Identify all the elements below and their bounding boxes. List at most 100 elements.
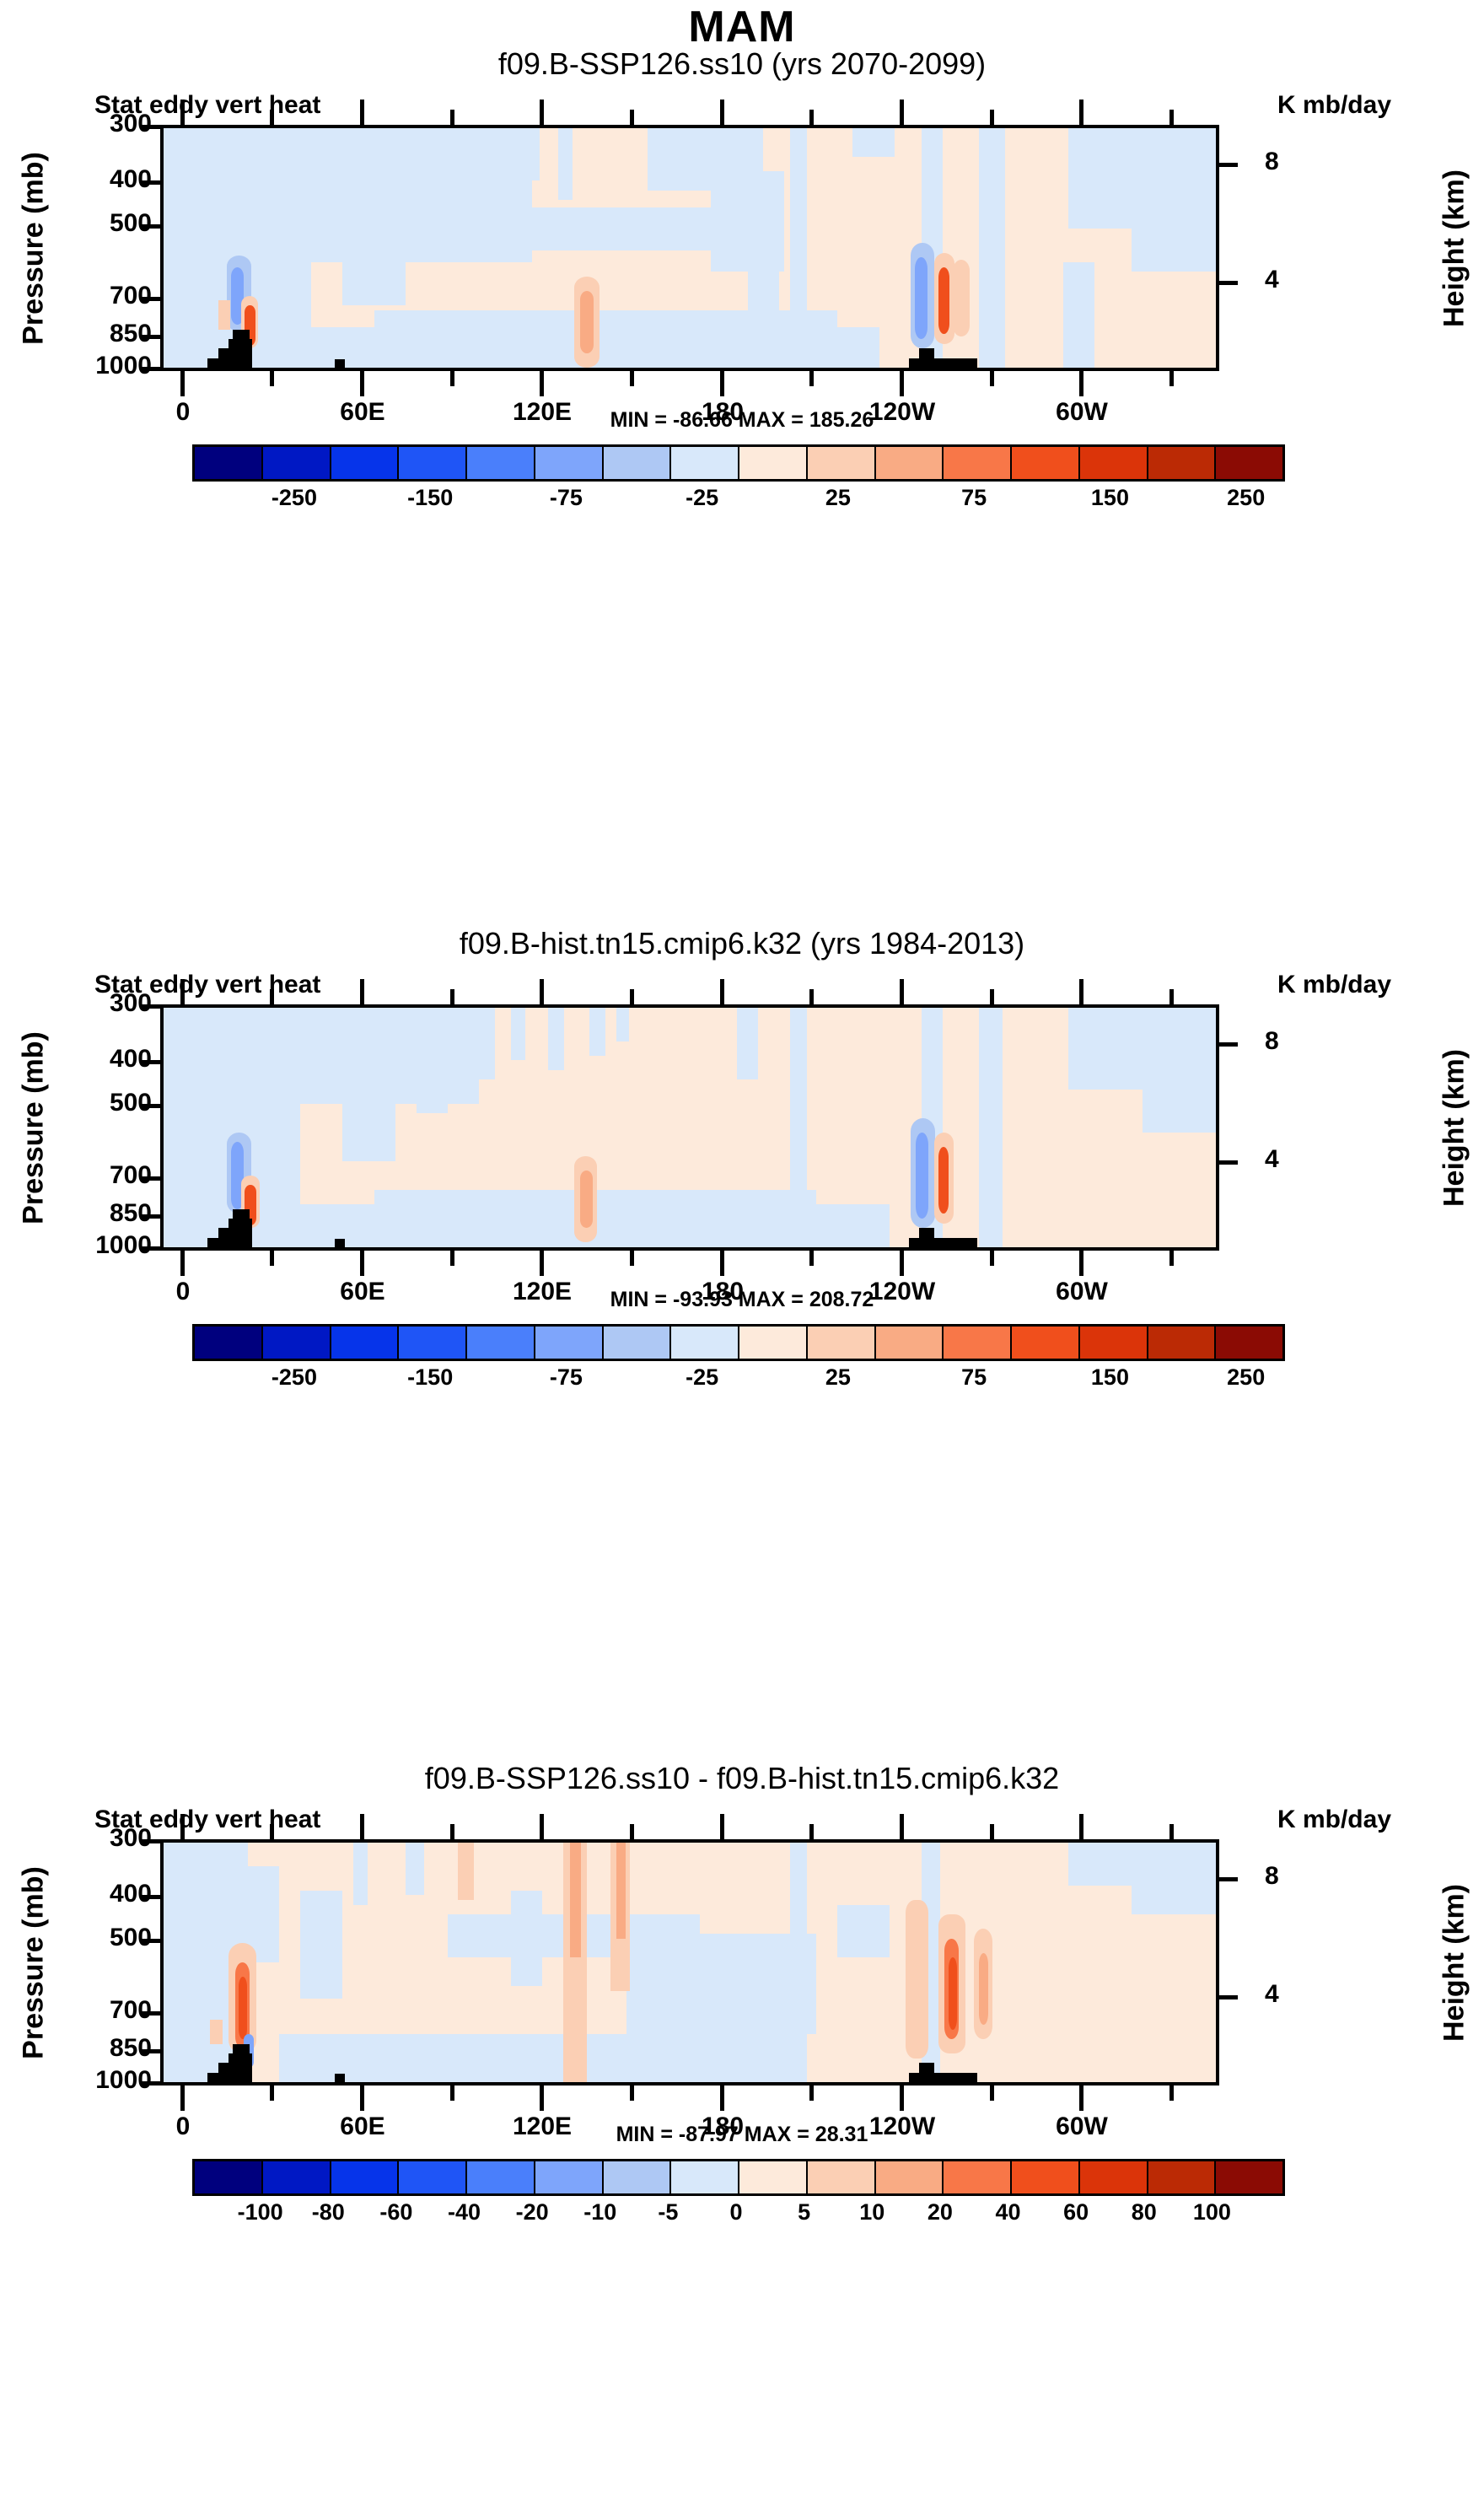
xtick-mark-bot (360, 371, 364, 396)
panel-3-colorbar[interactable] (192, 2159, 1285, 2196)
colorbar-label: 40 (995, 2199, 1021, 2225)
colorbar-cell-8 (739, 447, 808, 479)
colorbar-cell-9 (807, 1327, 876, 1359)
panel-2-ytick-700: 700 (109, 1161, 152, 1189)
panel-3-units-label: K mb/day (1277, 1806, 1391, 1833)
terrain-mask (335, 359, 345, 368)
panel-2-colorbar[interactable] (192, 1324, 1285, 1361)
xtick-mark-top-minor (1169, 989, 1174, 1004)
colorbar-cell-13 (1079, 1327, 1148, 1359)
panel-2-plot-area[interactable] (160, 1004, 1219, 1251)
colorbar-cell-5 (535, 1327, 604, 1359)
colorbar-label: 75 (961, 485, 987, 510)
panel-3-rytick-4: 4 (1265, 1980, 1279, 2008)
panel-2-xtick-120E: 120E (512, 1278, 573, 1305)
xtick-mark-bot-minor (809, 1251, 814, 1266)
panel-2-ytick-850: 850 (109, 1199, 152, 1227)
terrain-mask (233, 2043, 250, 2082)
colorbar-label: -100 (237, 2199, 283, 2225)
ytick-mark (142, 335, 162, 339)
colorbar-label: -5 (658, 2199, 679, 2225)
panel-1-xtick-180: 180 (701, 398, 745, 426)
colorbar-label: 0 (729, 2199, 743, 2225)
colorbar-label: -150 (407, 1364, 454, 1390)
xtick-mark-top-minor (1169, 1824, 1174, 1839)
panel-3-rytick-8: 8 (1265, 1862, 1279, 1890)
panel-2-contour-field (164, 1008, 1216, 1247)
xtick-mark-bot-minor (270, 371, 274, 386)
colorbar-cell-14 (1148, 1327, 1217, 1359)
panel-2-xtick-120W: 120W (868, 1278, 936, 1305)
colorbar-cell-15 (1216, 1327, 1282, 1359)
colorbar-label: -10 (583, 2199, 617, 2225)
colorbar-cell-8 (739, 1327, 808, 1359)
panel-1-ytick-500: 500 (109, 209, 152, 237)
panel-3-plot-area[interactable] (160, 1839, 1219, 2086)
colorbar-label: -40 (447, 2199, 481, 2225)
xtick-mark-bot (180, 371, 185, 396)
xtick-mark-bot (720, 371, 724, 396)
panel-3-title: f09.B-SSP126.ss10 - f09.B-hist.tn15.cmip… (424, 1761, 1060, 1795)
xtick-mark-bot-minor (450, 1251, 454, 1266)
panel-1-ytick-700: 700 (109, 282, 152, 309)
xtick-mark-bot-minor (1169, 371, 1174, 386)
colorbar-cell-3 (399, 447, 467, 479)
xtick-mark-top-minor (809, 1824, 814, 1839)
panel-3-ytick-850: 850 (109, 2034, 152, 2062)
colorbar-cell-12 (1012, 1327, 1080, 1359)
colorbar-label: 100 (1192, 2199, 1231, 2225)
panel-1-plot-area[interactable] (160, 125, 1219, 371)
panel-2-variable-label: Stat eddy vert heat (94, 971, 321, 998)
xtick-mark-bot (540, 2086, 544, 2111)
xtick-mark-top-minor (450, 989, 454, 1004)
colorbar-cell-10 (875, 1327, 944, 1359)
terrain-mask (233, 329, 250, 368)
panel-3: f09.B-SSP126.ss10 - f09.B-hist.tn15.cmip… (0, 1695, 1484, 2508)
xtick-mark-bot-minor (1169, 2086, 1174, 2101)
colorbar-cell-7 (671, 2161, 739, 2193)
panel-1-ytick-400: 400 (109, 165, 152, 193)
colorbar-label: 25 (825, 1364, 851, 1390)
panel-1-colorbar[interactable] (192, 444, 1285, 482)
colorbar-cell-13 (1079, 2161, 1148, 2193)
xtick-mark-top (720, 1814, 724, 1839)
colorbar-cell-1 (262, 2161, 331, 2193)
rytick-mark (1218, 1160, 1238, 1165)
panel-3-contour-field (164, 1843, 1216, 2082)
colorbar-label: 5 (798, 2199, 811, 2225)
colorbar-cell-5 (535, 447, 604, 479)
terrain-mask (908, 1237, 977, 1247)
xtick-mark-bot-minor (450, 2086, 454, 2101)
colorbar-cell-2 (331, 1327, 400, 1359)
xtick-mark-top (180, 979, 185, 1004)
colorbar-cell-9 (807, 2161, 876, 2193)
colorbar-label: 75 (961, 1364, 987, 1390)
panel-2-ytick-300: 300 (109, 989, 152, 1017)
panel-2-ytick-1000: 1000 (95, 1231, 152, 1259)
panel-3-ryaxis-label: Height (km) (1438, 1884, 1471, 2042)
colorbar-cell-6 (603, 447, 672, 479)
xtick-mark-top (900, 979, 904, 1004)
colorbar-label: 250 (1227, 1364, 1266, 1390)
colorbar-cell-3 (399, 1327, 467, 1359)
panel-3-ytick-400: 400 (109, 1880, 152, 1908)
xtick-mark-bot-minor (990, 1251, 994, 1266)
ytick-mark (142, 1176, 162, 1181)
colorbar-label: -20 (515, 2199, 549, 2225)
panel-1-xtick-120W: 120W (868, 398, 936, 426)
xtick-mark-top-minor (270, 989, 274, 1004)
colorbar-cell-15 (1216, 2161, 1282, 2193)
ytick-mark (142, 297, 162, 301)
colorbar-cell-7 (671, 1327, 739, 1359)
colorbar-label: 10 (859, 2199, 885, 2225)
terrain-mask (919, 1228, 934, 1247)
colorbar-cell-11 (944, 1327, 1012, 1359)
ytick-mark (142, 1214, 162, 1219)
ytick-mark (142, 367, 162, 371)
ytick-mark (142, 1104, 162, 1108)
ytick-mark (142, 2049, 162, 2053)
panel-3-xtick-120W: 120W (868, 2112, 936, 2140)
colorbar-cell-10 (875, 447, 944, 479)
colorbar-label: 80 (1131, 2199, 1157, 2225)
colorbar-cell-1 (262, 447, 331, 479)
